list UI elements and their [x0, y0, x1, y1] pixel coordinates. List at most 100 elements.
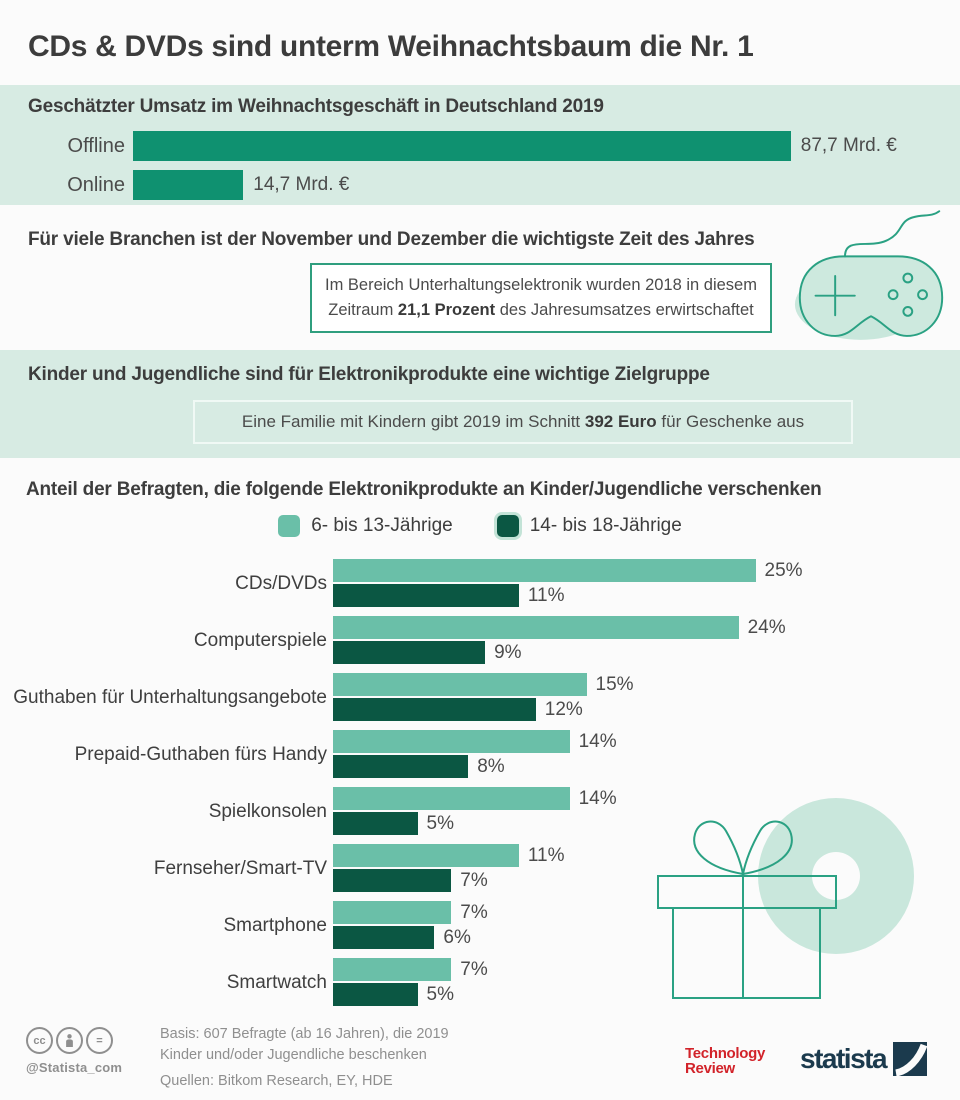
chart-bar-young: 11%	[333, 844, 565, 867]
chart-category-label: CDs/DVDs	[235, 572, 327, 594]
chart-category-label: Spielkonsolen	[208, 800, 327, 822]
page-title: CDs & DVDs sind unterm Weihnachtsbaum di…	[28, 30, 754, 63]
cc-icon: cc	[26, 1027, 53, 1054]
branchen-box-line2-post: des Jahresumsatzes erwirtschaftet	[495, 301, 754, 319]
section-geschenke-chart: Anteil der Befragten, die folgende Elekt…	[0, 458, 960, 1098]
chart-bar-teen: 9%	[333, 641, 522, 664]
chart-legend: 6- bis 13-Jährige 14- bis 18-Jährige	[0, 515, 960, 537]
chart-row: Smartwatch 7% 5%	[0, 958, 960, 1006]
umsatz-value-label: 14,7 Mrd. €	[253, 174, 350, 195]
statista-handle: @Statista_com	[26, 1060, 123, 1075]
branchen-header: Für viele Branchen ist der November und …	[28, 229, 755, 250]
chart-row: Spielkonsolen 14% 5%	[0, 787, 960, 835]
sources-line: Quellen: Bitkom Research, EY, HDE	[160, 1073, 393, 1089]
kinder-box-post: für Geschenke aus	[656, 412, 805, 431]
chart-value-label: 7%	[460, 959, 488, 980]
branchen-info-box: Im Bereich Unterhaltungselektronik wurde…	[310, 263, 772, 333]
chart-value-label: 5%	[426, 984, 454, 1005]
chart-bar-teen: 12%	[333, 698, 583, 721]
geschenke-rows: CDs/DVDs 25% 11% Computerspiele 24% 9% Guthabe…	[0, 559, 960, 1006]
cc-license-block: cc = @Statista_com	[26, 1027, 122, 1075]
branchen-box-line2: Zeitraum 21,1 Prozent des Jahresumsatzes…	[314, 298, 768, 323]
technology-review-logo: Technology Review	[685, 1046, 765, 1076]
chart-bar-young: 7%	[333, 958, 488, 981]
chart-bar-teen: 5%	[333, 812, 454, 835]
basis-line2: Kinder und/oder Jugendliche beschenken	[160, 1047, 427, 1063]
attribution-person-icon	[56, 1027, 83, 1054]
legend-label-young: 6- bis 13-Jährige	[311, 515, 453, 536]
gift-bow-left	[693, 820, 745, 876]
chart-value-label: 12%	[544, 699, 583, 720]
chart-bar-group: 11% 7%	[333, 844, 565, 892]
chart-row: Fernseher/Smart-TV 11% 7%	[0, 844, 960, 892]
source-note: Basis: 607 Befragte (ab 16 Jahren), die …	[160, 1024, 449, 1092]
gift-bow-right	[741, 820, 793, 876]
legend-chip-young	[278, 515, 301, 537]
chart-bar-group: 14% 5%	[333, 787, 617, 835]
umsatz-value-label: 87,7 Mrd. €	[800, 135, 897, 156]
umsatz-bar	[133, 170, 244, 200]
chart-bar-young: 15%	[333, 673, 634, 696]
chart-value-label: 14%	[578, 788, 617, 809]
branchen-box-line1: Im Bereich Unterhaltungselektronik wurde…	[325, 276, 757, 294]
legend-label-teen: 14- bis 18-Jährige	[529, 515, 682, 536]
chart-value-label: 8%	[477, 756, 505, 777]
chart-value-label: 5%	[426, 813, 454, 834]
umsatz-row: Online 14,7 Mrd. €	[0, 170, 960, 200]
chart-bar-young: 14%	[333, 787, 617, 810]
chart-value-label: 14%	[578, 731, 617, 752]
chart-value-label: 9%	[494, 642, 522, 663]
chart-bar-young: 14%	[333, 730, 617, 753]
chart-row: Smartphone 7% 6%	[0, 901, 960, 949]
chart-value-label: 7%	[460, 902, 488, 923]
techreview-line2: Review	[685, 1060, 735, 1077]
footer: cc = @Statista_com Basis: 607 Befragte (…	[0, 1024, 960, 1098]
chart-row: Prepaid-Guthaben fürs Handy 14% 8%	[0, 730, 960, 778]
kinder-box-pre: Eine Familie mit Kindern gibt 2019 im Sc…	[241, 412, 585, 431]
chart-bar-teen: 11%	[333, 584, 565, 607]
chart-bar-young: 24%	[333, 616, 786, 639]
chart-category-label: Fernseher/Smart-TV	[153, 857, 327, 879]
chart-category-label: Guthaben für Unterhaltungsangebote	[13, 686, 327, 708]
chart-bar-group: 7% 5%	[333, 958, 488, 1006]
chart-bar-teen: 7%	[333, 869, 488, 892]
chart-row: CDs/DVDs 25% 11%	[0, 559, 960, 607]
chart-bar-group: 15% 12%	[333, 673, 634, 721]
chart-category-label: Prepaid-Guthaben fürs Handy	[74, 743, 327, 765]
gift-box	[672, 907, 821, 999]
chart-value-label: 7%	[460, 870, 488, 891]
chart-bar-teen: 8%	[333, 755, 505, 778]
no-derivatives-icon: =	[86, 1027, 113, 1054]
umsatz-row: Offline 87,7 Mrd. €	[0, 131, 960, 161]
umsatz-header: Geschätzter Umsatz im Weihnachtsgeschäft…	[28, 96, 604, 117]
chart-bar-teen: 6%	[333, 926, 471, 949]
statista-mark-icon	[893, 1042, 928, 1076]
chart-row: Guthaben für Unterhaltungsangebote 15% 12%	[0, 673, 960, 721]
kinder-box-bold: 392 Euro	[584, 412, 657, 431]
section-umsatz: Geschätzter Umsatz im Weihnachtsgeschäft…	[0, 85, 960, 205]
chart-bar-group: 24% 9%	[333, 616, 786, 664]
legend-item-young: 6- bis 13-Jährige	[278, 515, 453, 537]
chart-value-label: 11%	[527, 585, 565, 606]
chart-bar-young: 25%	[333, 559, 803, 582]
legend-chip-teen	[496, 515, 519, 537]
chart-value-label: 15%	[595, 674, 634, 695]
section-kinder: Kinder und Jugendliche sind für Elektron…	[0, 350, 960, 458]
chart-value-label: 11%	[527, 845, 565, 866]
chart-category-label: Computerspiele	[193, 629, 327, 651]
umsatz-category-label: Offline	[67, 134, 125, 157]
kinder-header: Kinder und Jugendliche sind für Elektron…	[28, 364, 710, 385]
gift-and-cd-illustration	[657, 798, 914, 999]
chart-value-label: 24%	[747, 617, 786, 638]
chart-title: Anteil der Befragten, die folgende Elekt…	[26, 479, 822, 500]
legend-item-teen: 14- bis 18-Jährige	[496, 515, 682, 537]
chart-category-label: Smartwatch	[226, 971, 327, 993]
branchen-box-line2-pre: Zeitraum	[328, 301, 398, 319]
statista-wordmark: statista	[800, 1043, 888, 1074]
basis-line1: Basis: 607 Befragte (ab 16 Jahren), die …	[160, 1026, 449, 1042]
chart-bar-teen: 5%	[333, 983, 454, 1006]
statista-logo: statista	[800, 1042, 928, 1076]
chart-bar-group: 25% 11%	[333, 559, 803, 607]
chart-bar-young: 7%	[333, 901, 488, 924]
chart-category-label: Smartphone	[223, 914, 327, 936]
